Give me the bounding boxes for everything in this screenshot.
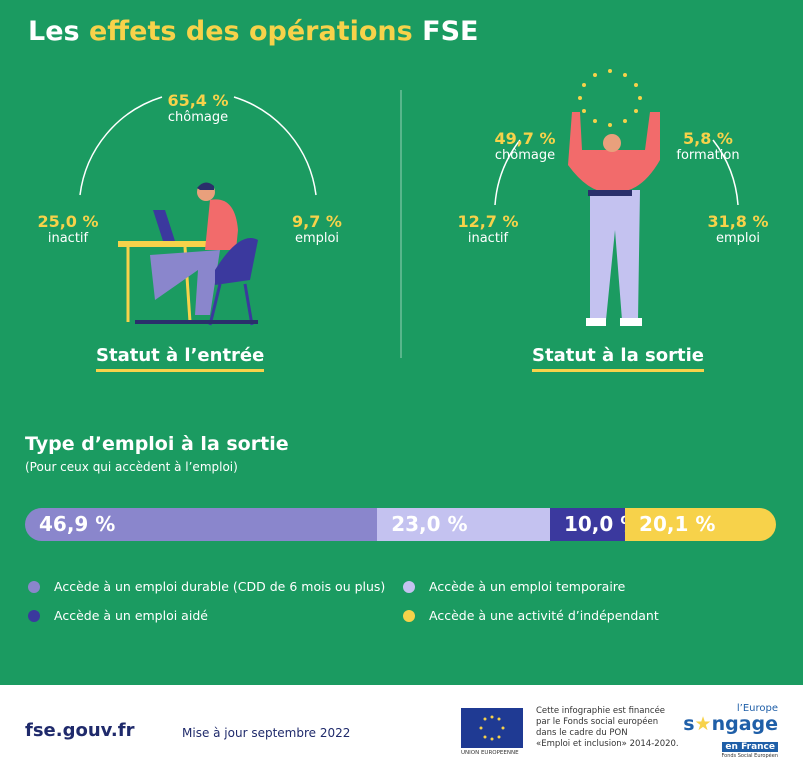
legend-dot (403, 580, 415, 593)
infographic: Les effets des opérations FSE (0, 0, 803, 685)
entry-inactif: 25,0 % inactif (37, 212, 99, 247)
exit-emploi: 31,8 % emploi (707, 212, 769, 247)
site-link[interactable]: fse.gouv.fr (25, 720, 135, 741)
person-at-desk-illustration (118, 182, 258, 326)
update-date: Mise à jour septembre 2022 (182, 726, 351, 740)
legend-item: Accède à une activité d’indépendant (403, 608, 659, 623)
exit-formation: 5,8 % formation (676, 129, 740, 164)
exit-inactif: 12,7 % inactif (457, 212, 519, 247)
legend-item: Accède à un emploi aidé (28, 608, 208, 623)
legend-dot (28, 580, 40, 593)
bar-segment: 46,9 % (25, 508, 378, 541)
chart-title: Type d’emploi à la sortie (25, 433, 289, 455)
status-arcs (79, 69, 739, 358)
chart-subtitle: (Pour ceux qui accèdent à l’emploi) (25, 460, 238, 474)
bar-segment: 10,0 % (549, 508, 640, 541)
legend-dot (403, 609, 415, 622)
page-title: Les effets des opérations FSE (28, 16, 479, 47)
legend-dot (28, 609, 40, 622)
exit-chomage: 49,7 % chômage (494, 129, 556, 164)
bar-segment: 20,1 % (625, 508, 776, 541)
person-arms-up-illustration (568, 69, 660, 326)
entry-chomage: 65,4 % chômage (167, 91, 229, 126)
exit-heading: Statut à la sortie (532, 345, 704, 372)
eu-flag-icon (461, 708, 523, 748)
legend-item: Accède à un emploi durable (CDD de 6 moi… (28, 579, 385, 594)
funding-text: Cette infographie est financée par le Fon… (536, 706, 679, 749)
stacked-bar: 46,9 % 23,0 % 10,0 % 20,1 % (25, 508, 776, 541)
entry-emploi: 9,7 % emploi (292, 212, 342, 247)
eu-stars-icon (578, 69, 642, 127)
entry-heading: Statut à l’entrée (96, 345, 265, 372)
legend-item: Accède à un emploi temporaire (403, 579, 625, 594)
eu-label: UNION EUROPEENNE (461, 750, 519, 756)
europe-sengage-logo: l’Europe s★ngage en France Fonds Social … (683, 703, 778, 759)
bar-segment: 23,0 % (377, 508, 550, 541)
